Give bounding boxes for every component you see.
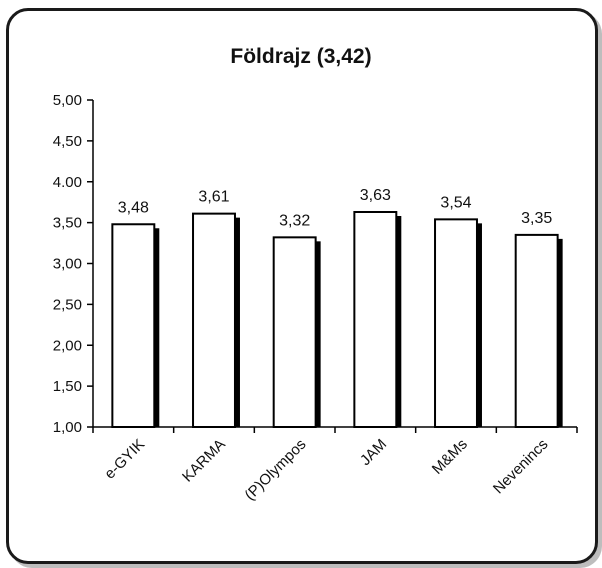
data-label: 3,35 — [521, 210, 552, 227]
x-tick-label: M&Ms — [429, 436, 471, 478]
x-axis: e-GYIK KARMA (P)Olympos JAM M&Ms Nevenincs — [92, 426, 578, 504]
data-labels: 3,48 3,61 3,32 3,63 3,54 3,35 — [118, 187, 553, 229]
data-label: 3,48 — [118, 199, 149, 216]
data-label: 3,54 — [440, 194, 471, 211]
x-tick-label: KARMA — [179, 436, 229, 486]
x-tick-label: JAM — [357, 436, 390, 469]
y-tick-label: 1,50 — [53, 378, 82, 395]
bar — [272, 236, 317, 428]
x-tick-label: e-GYIK — [101, 436, 148, 483]
y-tick-label: 2,00 — [53, 337, 82, 354]
y-tick-label: 5,00 — [53, 92, 82, 109]
data-label: 3,61 — [198, 189, 229, 206]
bar — [192, 212, 236, 428]
bar — [514, 233, 559, 428]
data-label: 3,32 — [279, 212, 310, 229]
y-tick-label: 4,50 — [53, 133, 82, 150]
bar — [111, 223, 156, 428]
chart-title: Földrajz (3,42) — [230, 45, 371, 68]
data-label: 3,63 — [360, 187, 391, 204]
bars — [111, 210, 563, 428]
y-axis: 1,00 1,50 2,00 2,50 3,00 3,50 4.00 4,50 5,00 — [53, 92, 94, 436]
y-tick-label: 4.00 — [53, 174, 82, 191]
x-tick-label: Nevenincs — [490, 436, 552, 498]
y-tick-label: 2,50 — [53, 296, 82, 313]
y-tick-label: 1,00 — [53, 419, 82, 436]
x-tick-label: (P)Olympos — [241, 436, 309, 504]
bar — [353, 210, 398, 428]
y-tick-label: 3,50 — [53, 215, 82, 232]
y-tick-label: 3,00 — [53, 256, 82, 273]
bar — [434, 218, 478, 428]
